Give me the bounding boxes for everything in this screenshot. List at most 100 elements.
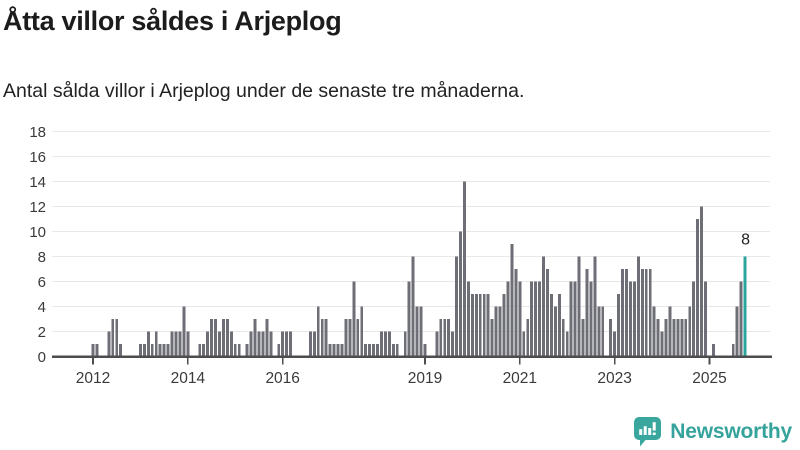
x-tick-label: 2019 [408,370,442,387]
chart-bar [463,181,466,357]
chart-bar [368,344,372,357]
chart-bar [257,331,261,357]
chart-bar [573,281,577,357]
chart-bar [569,281,573,357]
chart-bar [439,319,443,357]
chart-bar [526,319,530,357]
chart-bar [593,256,597,357]
chart-bar [672,319,676,357]
page-title: Åtta villor såldes i Arjeplog [3,6,342,36]
chart-bar [324,319,328,357]
y-tick-label: 6 [38,274,46,291]
chart-bar [538,281,542,357]
chart-bar [522,331,526,357]
chart-bar [581,319,585,357]
x-tick-label: 2025 [692,370,726,387]
chart-bar [352,281,356,357]
chart-bar [625,269,628,357]
chart-bar [553,306,557,357]
chart-bar [510,244,514,357]
chart-bar [383,331,387,357]
chart-bar [269,331,273,357]
chart-bar [447,319,451,357]
chart-bar [577,256,581,357]
chart-bar [490,319,494,357]
chart-bar [174,331,178,357]
chart-bar [308,331,312,357]
chart-bar [277,344,281,357]
x-tick-label: 2016 [265,370,299,387]
chart-bar [534,281,538,357]
chart-bar [597,306,601,357]
chart-bar [711,344,715,357]
chart-bar [403,331,407,357]
chart-bar [162,344,166,357]
chart-bar [466,281,470,357]
chart-bar [150,344,154,357]
x-axis-line [52,355,772,358]
chart-bar [660,331,664,357]
speech-bubble-shape [634,417,662,447]
chart-bar [253,319,257,357]
chart-bar [158,344,162,357]
chart-bar [138,344,142,357]
chart-bar [233,344,237,357]
chart-bar [632,281,636,357]
chart-bar [360,306,364,357]
chart-bar [320,319,324,357]
chart-bar [636,256,640,357]
chart-bar [486,294,490,357]
chart-bar [629,281,632,357]
chart-bar [178,331,182,357]
chart-bar [214,319,217,357]
bar-value-label: 8 [741,232,750,249]
chart-bar [348,319,352,357]
chart-bar [182,306,186,357]
chart-bar [648,269,652,357]
chart-bar [312,331,316,357]
newsworthy-icon [634,417,662,447]
chart-bar [589,281,593,357]
chart-bar [261,331,265,357]
chart-bar [285,331,289,357]
y-tick-label: 14 [29,174,46,191]
chart-bar [265,319,269,357]
chart-bar [245,344,249,357]
chart-bar [225,319,229,357]
chart-bar [423,344,427,357]
chart-bar [289,331,293,357]
chart-bar [170,331,174,357]
chart-bar [478,294,482,357]
chart-bar [498,306,502,357]
x-tick-label: 2023 [597,370,631,387]
chart-bar [186,331,190,357]
chart-bar [328,344,332,357]
chart-bar [281,331,285,357]
chart-bar [95,344,99,357]
x-tick-label: 2012 [76,370,110,387]
chart-bar [111,319,115,357]
chart-bar [644,269,648,357]
y-tick-label: 18 [29,124,46,141]
newsworthy-logo: Newsworthy [633,416,792,447]
chart-bar [731,344,735,357]
chart-bar [154,331,158,357]
chart-bar [115,319,119,357]
y-tick-label: 0 [38,349,46,366]
y-tick-label: 8 [38,249,46,266]
chart-bar [202,344,206,357]
chart-bar [166,344,170,357]
chart-bar [237,344,241,357]
chart-bar [376,344,379,357]
chart-bar [316,306,320,357]
chart-bar [735,306,739,357]
chart-bar [210,319,214,357]
chart-bar [146,331,150,357]
chart-bar [206,331,210,357]
highlighted-bar [743,256,747,357]
chart-bar [455,256,459,357]
chart-bar [221,319,225,357]
chart-bar [443,319,447,357]
